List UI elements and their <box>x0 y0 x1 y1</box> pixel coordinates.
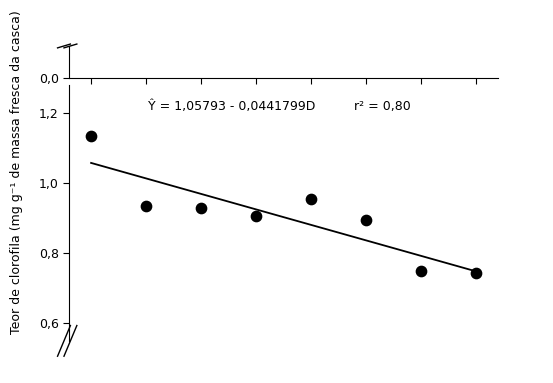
Text: Teor de clorofila (mg g⁻¹ de massa fresca da casca): Teor de clorofila (mg g⁻¹ de massa fresc… <box>10 10 23 334</box>
Point <box>471 270 480 276</box>
Point <box>362 217 371 223</box>
Point <box>252 213 260 219</box>
Text: r² = 0,80: r² = 0,80 <box>353 100 410 113</box>
Point <box>306 196 315 202</box>
Point <box>416 268 425 274</box>
X-axis label: Dias após a colheita: Dias após a colheita <box>213 110 354 124</box>
Point <box>87 133 96 139</box>
Text: Ŷ = 1,05793 - 0,0441799D: Ŷ = 1,05793 - 0,0441799D <box>148 100 316 113</box>
Point <box>142 203 150 209</box>
Point <box>196 205 205 211</box>
